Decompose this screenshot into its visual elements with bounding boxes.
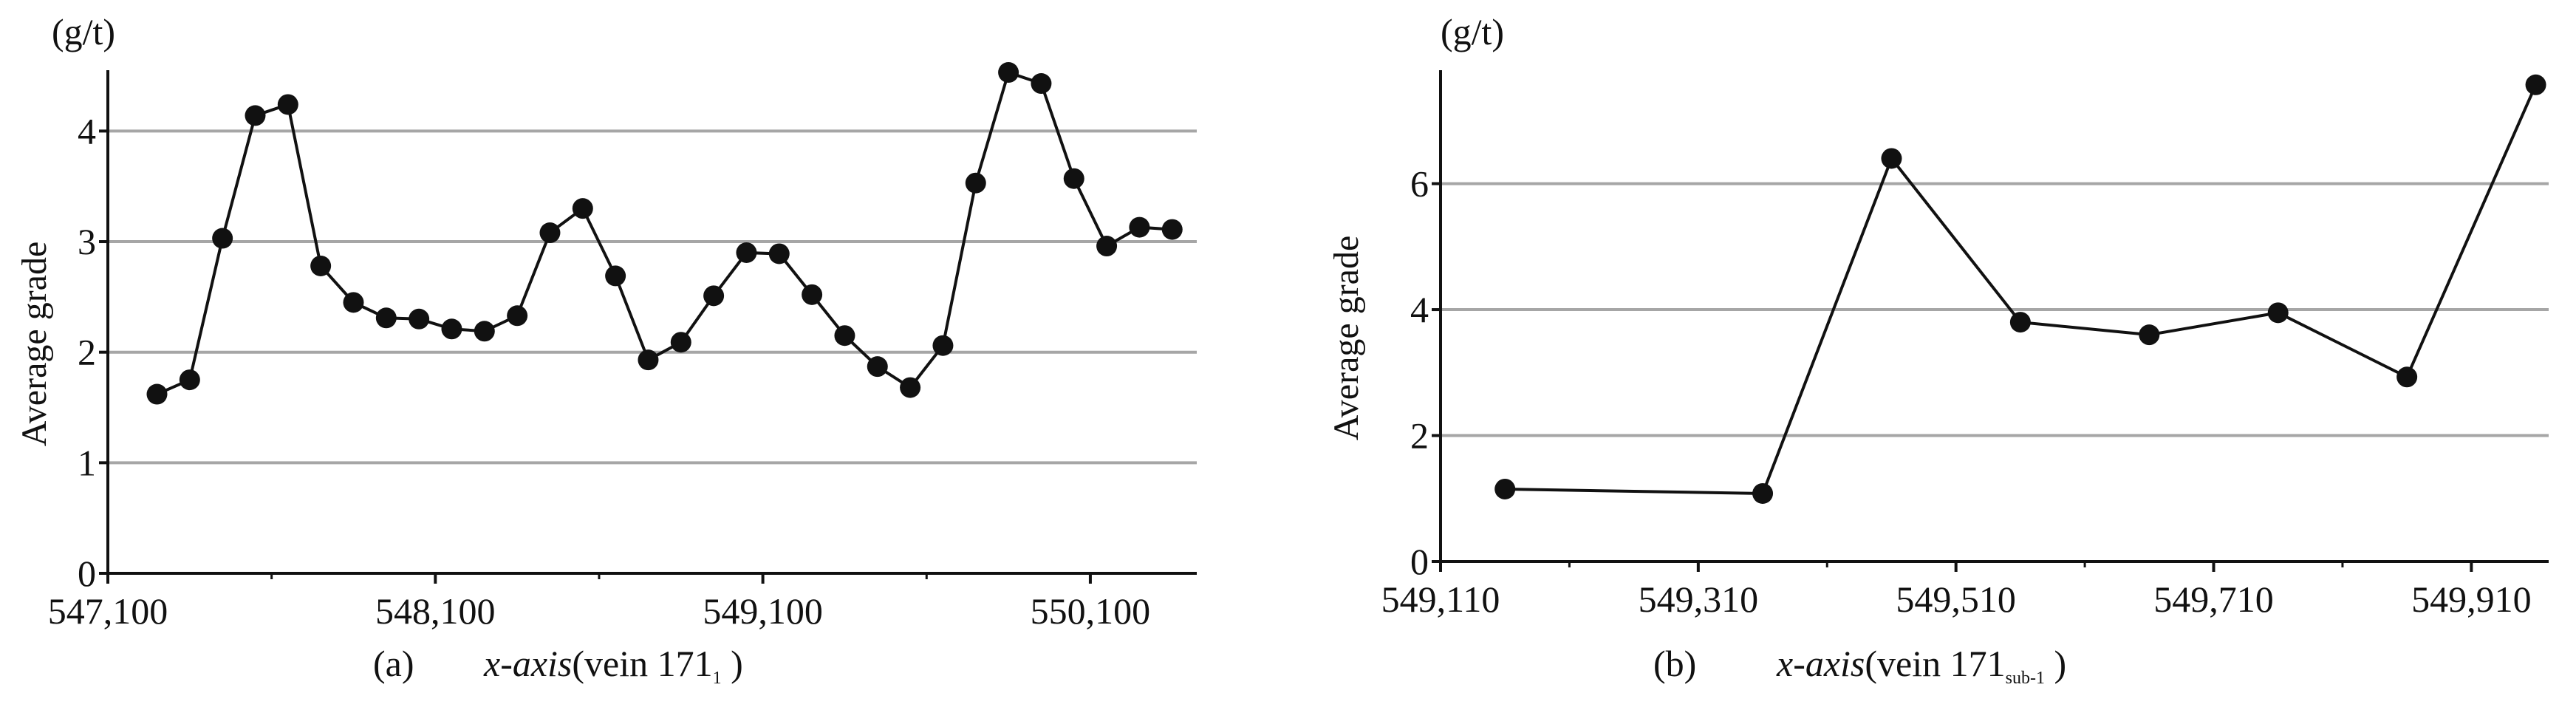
data-point <box>441 318 462 340</box>
series-line <box>1505 83 2538 495</box>
data-point <box>409 308 430 330</box>
x-tick-label: 549,510 <box>1896 578 2016 620</box>
panel-label: (b) <box>1653 643 1696 684</box>
x-tick-label: 549,100 <box>703 590 823 632</box>
y-unit-label: (g/t) <box>52 11 115 52</box>
y-tick-label: 0 <box>1410 541 1429 582</box>
caption-axis: x-axis <box>483 643 572 684</box>
y-axis-title: Average grade <box>15 242 54 447</box>
y-unit-label: (g/t) <box>1441 11 1504 52</box>
y-tick-label: 6 <box>1410 163 1429 205</box>
data-point <box>605 265 626 287</box>
data-point <box>1096 236 1118 257</box>
panel-caption: (b) x-axis(vein 171sub-1 ) <box>1653 643 2066 688</box>
data-point <box>867 356 888 378</box>
data-point <box>474 321 495 342</box>
x-tick-label: 547,100 <box>48 590 168 632</box>
data-point <box>1031 73 1052 95</box>
data-point <box>146 383 168 405</box>
data-point <box>1752 482 1774 504</box>
x-tick-label: 549,310 <box>1639 578 1759 620</box>
data-point <box>998 62 1019 83</box>
data-point <box>539 222 561 244</box>
data-point <box>310 255 332 276</box>
data-point <box>212 228 233 249</box>
data-point <box>2396 366 2418 388</box>
y-tick-label: 4 <box>78 110 96 151</box>
y-tick-label: 4 <box>1410 289 1429 330</box>
data-point <box>1161 219 1183 240</box>
data-point <box>375 307 397 329</box>
series-line <box>156 70 1172 396</box>
x-tick-label: 550,100 <box>1031 590 1151 632</box>
y-tick-label: 2 <box>78 332 96 373</box>
y-axis-title: Average grade <box>1327 236 1366 441</box>
data-point <box>900 377 921 398</box>
data-point <box>179 369 200 391</box>
data-point <box>802 284 823 305</box>
caption-vein-close: ) <box>2045 643 2066 684</box>
caption-vein-close: ) <box>722 643 743 684</box>
y-tick-label: 3 <box>78 221 96 262</box>
caption-vein-subscript: 1 <box>713 669 722 688</box>
chart-panel-b: 0 2 4 6 549,110 549,310 549,510 549,710 549,910 (… <box>1327 11 2549 688</box>
caption-vein: (vein 171 <box>572 643 712 684</box>
data-point <box>277 94 298 115</box>
panel-label: (a) <box>373 643 414 684</box>
y-tick-label: 0 <box>78 553 96 594</box>
data-point <box>638 349 659 371</box>
data-point <box>343 292 364 313</box>
data-point <box>1063 168 1084 189</box>
data-point <box>736 242 757 263</box>
x-tick-label: 549,910 <box>2411 578 2532 620</box>
data-point <box>572 198 593 219</box>
y-tick-label: 2 <box>1410 415 1429 457</box>
data-point <box>507 305 528 327</box>
data-point <box>2139 324 2160 346</box>
data-point <box>1881 148 1902 169</box>
data-point <box>2525 74 2546 95</box>
x-tick-label: 548,100 <box>375 590 496 632</box>
data-point <box>2009 312 2031 333</box>
chart-panel-a: 0 1 2 3 4 547,100 548,100 549,100 550,100 (g/t) Av… <box>15 11 1197 688</box>
data-point <box>1494 478 1516 499</box>
caption-vein: (vein 171 <box>1865 643 2005 684</box>
data-point <box>703 285 725 307</box>
panel-caption: (a) x-axis(vein 1711 ) <box>373 643 743 688</box>
data-point <box>245 105 266 126</box>
data-point <box>2267 302 2289 324</box>
data-point <box>670 332 691 353</box>
x-tick-label: 549,710 <box>2153 578 2274 620</box>
caption-axis: x-axis <box>1776 643 1865 684</box>
x-tick-label: 549,110 <box>1381 578 1500 620</box>
data-point <box>965 172 986 194</box>
caption-vein-subscript: sub-1 <box>2006 669 2045 688</box>
data-point <box>932 335 954 356</box>
data-point <box>1129 216 1150 238</box>
data-point <box>768 243 790 264</box>
data-point <box>834 325 855 347</box>
y-tick-label: 1 <box>78 442 96 483</box>
